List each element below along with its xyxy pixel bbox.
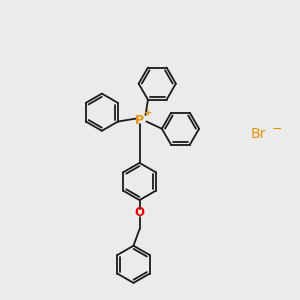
Text: Br: Br (250, 127, 266, 140)
Text: O: O (134, 206, 145, 219)
Text: P: P (135, 114, 144, 128)
Text: +: + (143, 108, 152, 118)
Text: −: − (272, 123, 283, 136)
